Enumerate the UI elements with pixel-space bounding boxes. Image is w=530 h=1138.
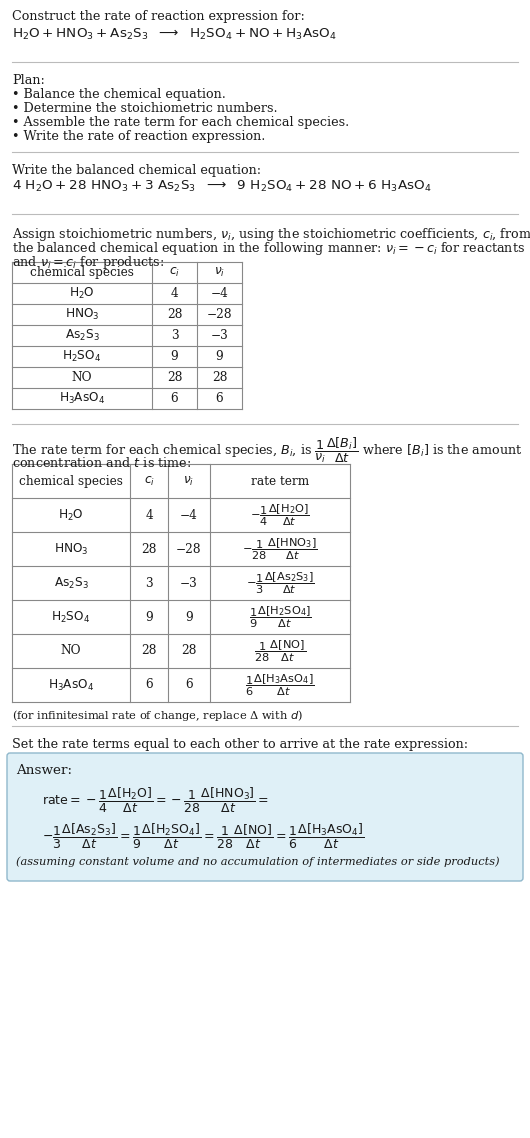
Text: $-\dfrac{1}{3}\dfrac{\Delta[\mathrm{As_2S_3}]}{\Delta t}$: $-\dfrac{1}{3}\dfrac{\Delta[\mathrm{As_2… — [245, 570, 314, 596]
Text: The rate term for each chemical species, $B_i$, is $\dfrac{1}{\nu_i}\dfrac{\Delt: The rate term for each chemical species,… — [12, 436, 523, 465]
Text: $\mathrm{HNO_3}$: $\mathrm{HNO_3}$ — [54, 542, 89, 556]
Text: 6: 6 — [216, 391, 223, 405]
Text: $\mathrm{H_2O}$: $\mathrm{H_2O}$ — [69, 286, 95, 302]
Text: 28: 28 — [167, 308, 182, 321]
Text: Write the balanced chemical equation:: Write the balanced chemical equation: — [12, 164, 261, 178]
Text: $\mathrm{H_3AsO_4}$: $\mathrm{H_3AsO_4}$ — [48, 677, 94, 693]
Text: 3: 3 — [171, 329, 178, 343]
Text: −28: −28 — [176, 543, 202, 555]
Text: 9: 9 — [185, 610, 193, 624]
Text: −4: −4 — [210, 287, 228, 300]
Text: 6: 6 — [145, 678, 153, 692]
Text: 9: 9 — [171, 351, 179, 363]
Text: 4: 4 — [171, 287, 178, 300]
Text: $c_i$: $c_i$ — [169, 266, 180, 279]
Text: $\mathrm{H_2O}$: $\mathrm{H_2O}$ — [58, 508, 84, 522]
Text: $\nu_i$: $\nu_i$ — [183, 475, 195, 487]
Text: 28: 28 — [167, 371, 182, 384]
Text: $\nu_i$: $\nu_i$ — [214, 266, 225, 279]
Text: 4: 4 — [145, 509, 153, 521]
Text: (for infinitesimal rate of change, replace Δ with $d$): (for infinitesimal rate of change, repla… — [12, 708, 303, 723]
Text: $-\dfrac{1}{28}\dfrac{\Delta[\mathrm{HNO_3}]}{\Delta t}$: $-\dfrac{1}{28}\dfrac{\Delta[\mathrm{HNO… — [242, 536, 318, 562]
Text: • Balance the chemical equation.: • Balance the chemical equation. — [12, 88, 226, 101]
Text: −3: −3 — [210, 329, 228, 343]
Text: rate term: rate term — [251, 475, 309, 487]
Text: $c_i$: $c_i$ — [144, 475, 155, 487]
Text: 6: 6 — [171, 391, 178, 405]
Text: Assign stoichiometric numbers, $\nu_i$, using the stoichiometric coefficients, $: Assign stoichiometric numbers, $\nu_i$, … — [12, 226, 530, 244]
Text: Plan:: Plan: — [12, 74, 45, 86]
Text: NO: NO — [61, 644, 81, 658]
Text: $\mathrm{As_2S_3}$: $\mathrm{As_2S_3}$ — [65, 328, 100, 343]
Text: 28: 28 — [142, 543, 157, 555]
Text: 28: 28 — [212, 371, 227, 384]
Text: −4: −4 — [180, 509, 198, 521]
Text: $\dfrac{1}{9}\dfrac{\Delta[\mathrm{H_2SO_4}]}{\Delta t}$: $\dfrac{1}{9}\dfrac{\Delta[\mathrm{H_2SO… — [249, 604, 312, 629]
Text: • Write the rate of reaction expression.: • Write the rate of reaction expression. — [12, 130, 266, 143]
Text: the balanced chemical equation in the following manner: $\nu_i = -c_i$ for react: the balanced chemical equation in the fo… — [12, 240, 525, 257]
Text: 3: 3 — [145, 577, 153, 589]
Text: 28: 28 — [181, 644, 197, 658]
Text: −3: −3 — [180, 577, 198, 589]
FancyBboxPatch shape — [7, 753, 523, 881]
Text: $\dfrac{1}{28}\dfrac{\Delta[\mathrm{NO}]}{\Delta t}$: $\dfrac{1}{28}\dfrac{\Delta[\mathrm{NO}]… — [254, 638, 306, 663]
Text: $\mathrm{As_2S_3}$: $\mathrm{As_2S_3}$ — [54, 576, 89, 591]
Text: 28: 28 — [142, 644, 157, 658]
Text: 9: 9 — [216, 351, 223, 363]
Text: Answer:: Answer: — [16, 764, 72, 777]
Text: $\mathrm{HNO_3}$: $\mathrm{HNO_3}$ — [65, 307, 99, 322]
Text: $-\dfrac{1}{3}\dfrac{\Delta[\mathrm{As_2S_3}]}{\Delta t} = \dfrac{1}{9}\dfrac{\D: $-\dfrac{1}{3}\dfrac{\Delta[\mathrm{As_2… — [42, 822, 364, 851]
Text: concentration and $t$ is time:: concentration and $t$ is time: — [12, 456, 191, 470]
Text: $\mathrm{H_2SO_4}$: $\mathrm{H_2SO_4}$ — [51, 610, 91, 625]
Text: NO: NO — [72, 371, 92, 384]
Text: $-\dfrac{1}{4}\dfrac{\Delta[\mathrm{H_2O}]}{\Delta t}$: $-\dfrac{1}{4}\dfrac{\Delta[\mathrm{H_2O… — [250, 502, 310, 528]
Text: $4\ \mathrm{H_2O} + 28\ \mathrm{HNO_3} + 3\ \mathrm{As_2S_3}$  $\longrightarrow$: $4\ \mathrm{H_2O} + 28\ \mathrm{HNO_3} +… — [12, 179, 431, 195]
Text: • Assemble the rate term for each chemical species.: • Assemble the rate term for each chemic… — [12, 116, 349, 129]
Text: $\mathrm{H_2SO_4}$: $\mathrm{H_2SO_4}$ — [63, 349, 102, 364]
Text: chemical species: chemical species — [19, 475, 123, 487]
Text: and $\nu_i = c_i$ for products:: and $\nu_i = c_i$ for products: — [12, 254, 164, 271]
Text: Construct the rate of reaction expression for:: Construct the rate of reaction expressio… — [12, 10, 305, 23]
Text: chemical species: chemical species — [30, 266, 134, 279]
Text: • Determine the stoichiometric numbers.: • Determine the stoichiometric numbers. — [12, 102, 278, 115]
Text: 9: 9 — [145, 610, 153, 624]
Text: 6: 6 — [185, 678, 193, 692]
Text: −28: −28 — [207, 308, 232, 321]
Text: $\dfrac{1}{6}\dfrac{\Delta[\mathrm{H_3AsO_4}]}{\Delta t}$: $\dfrac{1}{6}\dfrac{\Delta[\mathrm{H_3As… — [245, 673, 315, 698]
Text: (assuming constant volume and no accumulation of intermediates or side products): (assuming constant volume and no accumul… — [16, 856, 500, 866]
Text: $\mathrm{H_2O + HNO_3 + As_2S_3}$  $\longrightarrow$  $\mathrm{H_2SO_4 + NO + H_: $\mathrm{H_2O + HNO_3 + As_2S_3}$ $\long… — [12, 27, 337, 42]
Text: Set the rate terms equal to each other to arrive at the rate expression:: Set the rate terms equal to each other t… — [12, 739, 468, 751]
Text: $\mathrm{rate} = -\dfrac{1}{4}\dfrac{\Delta[\mathrm{H_2O}]}{\Delta t} = -\dfrac{: $\mathrm{rate} = -\dfrac{1}{4}\dfrac{\De… — [42, 786, 269, 815]
Text: $\mathrm{H_3AsO_4}$: $\mathrm{H_3AsO_4}$ — [59, 391, 105, 406]
